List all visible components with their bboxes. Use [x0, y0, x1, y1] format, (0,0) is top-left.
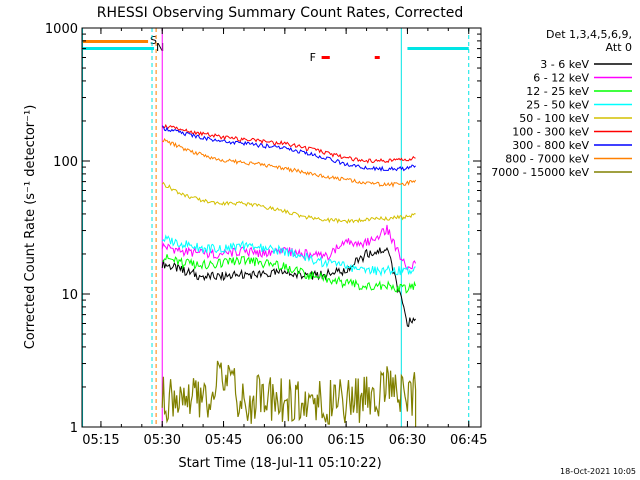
x-tick-label: 05:45 [205, 433, 242, 448]
saa-bar [82, 40, 149, 43]
legend-entry-label: 7000 - 15000 keV [491, 166, 589, 179]
x-tick-label: 06:15 [327, 433, 364, 448]
y-tick-label: 10 [61, 288, 78, 303]
y-tick-label: 1 [70, 421, 78, 436]
legend-entry-label: 800 - 7000 keV [505, 153, 589, 166]
legend-entry-label: 6 - 12 keV [533, 72, 589, 85]
chart-title: RHESSI Observing Summary Count Rates, Co… [97, 5, 463, 21]
legend-header-line-1: Det 1,3,4,5,6,9, [546, 28, 632, 41]
x-tick-label: 06:30 [389, 433, 426, 448]
night-bar [407, 47, 469, 50]
x-tick-label: 05:30 [144, 433, 181, 448]
night-bar [82, 47, 155, 50]
flare-bar [374, 56, 380, 59]
y-tick-label: 1000 [45, 22, 78, 37]
footer-date: 18-Oct-2021 10:05 [560, 467, 636, 476]
series-line [161, 246, 417, 328]
series-line [161, 125, 416, 172]
plot-frame [81, 27, 482, 428]
x-tick-label: 06:00 [266, 433, 303, 448]
axes-layer: 05:15 05:30 05:45 06:00 06:15 06:30 06:45 1 10 10… [45, 22, 488, 448]
series-line [162, 254, 417, 294]
series-line [161, 181, 416, 225]
x-axis-label: Start Time (18-Jul-11 05:10:22) [178, 456, 381, 471]
x-tick-label: 05:15 [82, 433, 119, 448]
series-line [161, 137, 417, 188]
y-tick-label: 100 [53, 155, 78, 170]
marker-layer: SN F [82, 28, 470, 427]
saa-label: S [150, 34, 157, 47]
series-line [162, 123, 416, 164]
legend-entry-label: 3 - 6 keV [540, 58, 589, 71]
series-line [161, 360, 417, 427]
series-line [161, 234, 416, 277]
series-line [161, 224, 417, 271]
legend-header-line-2: Att 0 [606, 41, 632, 54]
legend-entry-label: 12 - 25 keV [526, 85, 589, 98]
x-tick-label: 06:45 [450, 433, 487, 448]
legend-entry-label: 100 - 300 keV [512, 126, 589, 139]
legend-entry-label: 50 - 100 keV [519, 112, 589, 125]
night-label: N [156, 41, 164, 54]
series-layer [161, 123, 417, 427]
y-axis-label: Corrected Count Rate (s⁻¹ detector⁻¹) [23, 105, 38, 350]
legend-entry-label: 25 - 50 keV [526, 99, 589, 112]
flare-bar [321, 56, 330, 59]
legend-entry-label: 300 - 800 keV [512, 139, 589, 152]
flare-label: F [310, 51, 316, 64]
